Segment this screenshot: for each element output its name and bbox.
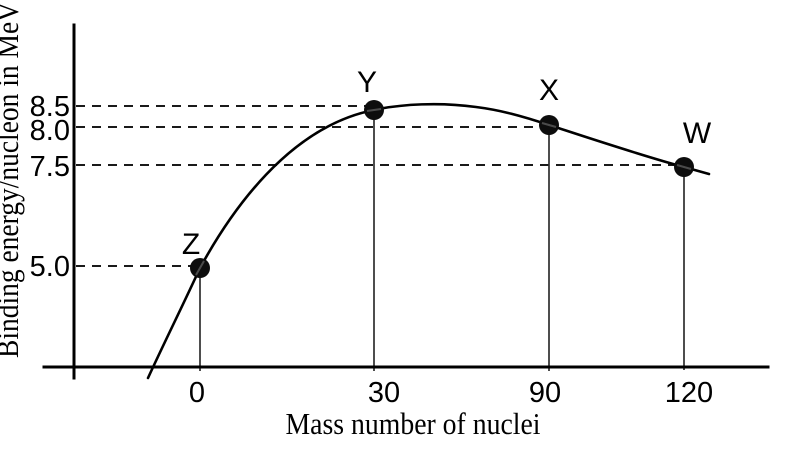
data-points xyxy=(190,100,694,278)
y-tick-5p0: 5.0 xyxy=(30,251,70,283)
point-z-slash xyxy=(195,260,205,276)
x-tick-0: 0 xyxy=(189,377,205,409)
binding-energy-curve xyxy=(146,102,711,380)
point-w-slash xyxy=(676,164,692,170)
drop-lines xyxy=(199,110,685,371)
x-tick-120: 120 xyxy=(665,377,713,409)
point-z-label: Z xyxy=(182,228,200,261)
point-y-slash xyxy=(366,108,382,112)
y-tick-7p5: 7.5 xyxy=(30,151,70,183)
point-y-label: Y xyxy=(357,66,377,99)
point-w-label: W xyxy=(683,117,712,150)
x-tick-30: 30 xyxy=(368,377,400,409)
point-x-label: X xyxy=(539,74,559,107)
x-tick-90: 90 xyxy=(529,377,561,409)
y-tick-8p5: 8.5 xyxy=(30,91,70,123)
dashed-guide-lines xyxy=(76,105,684,267)
x-axis-title: Mass number of nuclei xyxy=(286,406,541,441)
y-axis-title: Binding energy/nucleon in MeV xyxy=(0,1,25,358)
y-tick-8p0: 8.0 xyxy=(30,115,70,147)
point-x-slash xyxy=(541,122,557,128)
